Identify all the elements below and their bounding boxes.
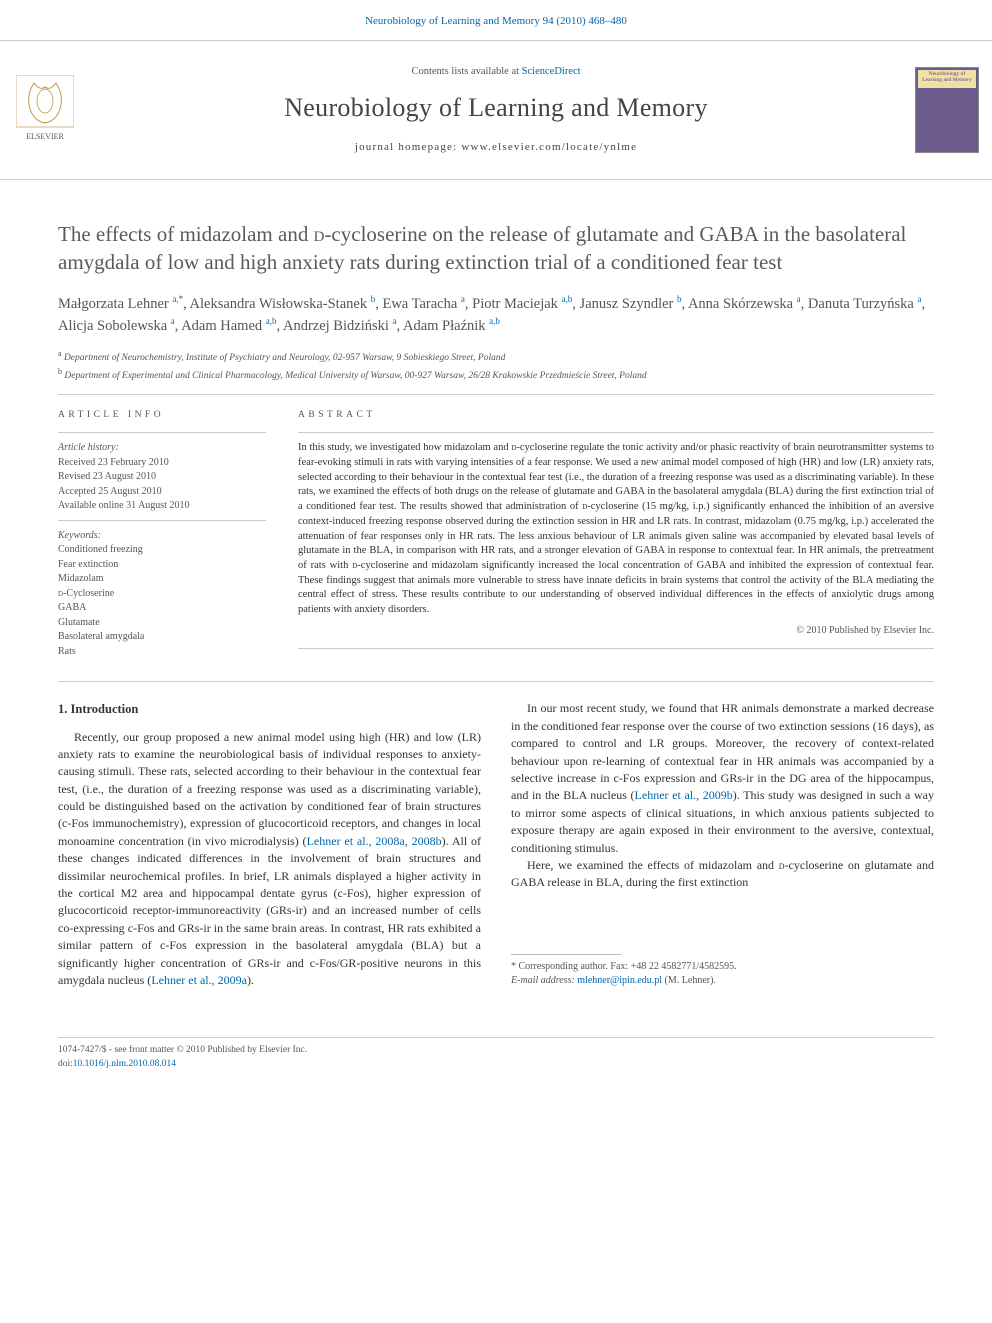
corr-email-link[interactable]: mlehner@ipin.edu.pl — [577, 975, 662, 986]
keywords-label: Keywords: — [58, 529, 266, 544]
journal-cover-thumb: Neurobiology of Learning and Memory — [915, 67, 979, 153]
journal-name: Neurobiology of Learning and Memory — [284, 89, 708, 127]
abstract: ABSTRACT In this study, we investigated … — [298, 409, 934, 660]
affiliation-a-text: Department of Neurochemistry, Institute … — [64, 353, 505, 363]
cite-lehner-2009b[interactable]: Lehner et al., 2009b — [635, 788, 733, 802]
page-footer: 1074-7427/$ - see front matter © 2010 Pu… — [0, 1013, 992, 1092]
p4-a: Here, we examined the effects of midazol… — [527, 858, 779, 872]
kw-0: Conditioned freezing — [58, 543, 266, 558]
affiliation-a: a Department of Neurochemistry, Institut… — [58, 348, 934, 366]
body-p4: Here, we examined the effects of midazol… — [511, 857, 934, 892]
kw-2: Midazolam — [58, 572, 266, 587]
title-seg-1: The effects of midazolam and — [58, 222, 314, 246]
abstract-heading: ABSTRACT — [298, 409, 934, 423]
p1-a: Recently, our group proposed a new anima… — [58, 730, 481, 848]
abstract-rule-bottom — [298, 648, 934, 649]
sciencedirect-link[interactable]: ScienceDirect — [522, 66, 581, 77]
info-abstract-row: ARTICLE INFO Article history: Received 2… — [58, 409, 934, 660]
journal-homepage: journal homepage: www.elsevier.com/locat… — [355, 140, 637, 156]
svg-text:ELSEVIER: ELSEVIER — [26, 132, 64, 141]
issn-line: 1074-7427/$ - see front matter © 2010 Pu… — [58, 1044, 934, 1058]
kw-7: Rats — [58, 645, 266, 660]
p2-tail: ). — [247, 973, 254, 987]
p2-top: corticoid receptor-immunoreactivity (GRs… — [58, 903, 481, 987]
keywords-block: Keywords: Conditioned freezing Fear exti… — [58, 529, 266, 660]
header-divider — [58, 394, 934, 395]
article-info: ARTICLE INFO Article history: Received 2… — [58, 409, 266, 660]
corr-author-line: * Corresponding author. Fax: +48 22 4582… — [511, 960, 934, 975]
journal-banner: ELSEVIER Contents lists available at Sci… — [0, 40, 992, 180]
history-2: Accepted 25 August 2010 — [58, 485, 266, 500]
article-info-heading: ARTICLE INFO — [58, 409, 266, 423]
cite-lehner-2008[interactable]: Lehner et al., 2008a, 2008b — [307, 834, 442, 848]
cite-lehner-2009a[interactable]: Lehner et al., 2009a — [151, 973, 247, 987]
abstract-copyright: © 2010 Published by Elsevier Inc. — [298, 624, 934, 639]
abstract-text: In this study, we investigated how midaz… — [298, 441, 934, 617]
kw-1: Fear extinction — [58, 558, 266, 573]
authors-line: Małgorzata Lehner a,*, Aleksandra Wisłow… — [58, 293, 934, 338]
article-area: The effects of midazolam and d-cycloseri… — [0, 180, 992, 1013]
ai-rule-2 — [58, 520, 266, 521]
body-columns: 1. Introduction Recently, our group prop… — [58, 700, 934, 989]
abstract-rule — [298, 432, 934, 433]
elsevier-logo: ELSEVIER — [16, 75, 74, 145]
doi-line: doi:10.1016/j.nlm.2010.08.014 — [58, 1058, 934, 1072]
doi-link[interactable]: 10.1016/j.nlm.2010.08.014 — [73, 1059, 176, 1069]
top-citation: Neurobiology of Learning and Memory 94 (… — [0, 0, 992, 40]
history-3: Available online 31 August 2010 — [58, 499, 266, 514]
contents-prefix: Contents lists available at — [411, 66, 521, 77]
cover-thumb-title: Neurobiology of Learning and Memory — [919, 71, 975, 83]
kw-4: GABA — [58, 601, 266, 616]
history-1: Revised 23 August 2010 — [58, 470, 266, 485]
contents-list-line: Contents lists available at ScienceDirec… — [411, 64, 580, 79]
corr-email-line: E-mail address: mlehner@ipin.edu.pl (M. … — [511, 974, 934, 989]
ai-rule-1 — [58, 432, 266, 433]
kw-3: d-Cycloserine — [58, 587, 266, 602]
affiliation-b-text: Department of Experimental and Clinical … — [64, 371, 646, 381]
article-title: The effects of midazolam and d-cycloseri… — [58, 220, 934, 277]
email-tail: (M. Lehner). — [665, 975, 716, 986]
email-label: E-mail address: — [511, 975, 575, 986]
kw-5: Glutamate — [58, 616, 266, 631]
history-0: Received 23 February 2010 — [58, 456, 266, 471]
body-p3: In our most recent study, we found that … — [511, 700, 934, 857]
body-top-divider — [58, 681, 934, 682]
section-1-heading: 1. Introduction — [58, 700, 481, 718]
kw-6: Basolateral amygdala — [58, 630, 266, 645]
footer-rule — [58, 1037, 934, 1038]
article-history: Article history: Received 23 February 20… — [58, 441, 266, 514]
affiliations: a Department of Neurochemistry, Institut… — [58, 348, 934, 384]
banner-center: Contents lists available at ScienceDirec… — [90, 41, 902, 179]
history-label: Article history: — [58, 441, 266, 456]
doi-label: doi: — [58, 1059, 73, 1069]
corresponding-author-footnote: * Corresponding author. Fax: +48 22 4582… — [511, 954, 934, 989]
publisher-logo-slot: ELSEVIER — [0, 41, 90, 179]
title-smallcaps-d: d — [314, 222, 325, 246]
affiliation-b: b Department of Experimental and Clinica… — [58, 366, 934, 384]
body-p1: Recently, our group proposed a new anima… — [58, 729, 481, 990]
footnote-rule — [511, 954, 621, 955]
cover-thumb-slot: Neurobiology of Learning and Memory — [902, 41, 992, 179]
